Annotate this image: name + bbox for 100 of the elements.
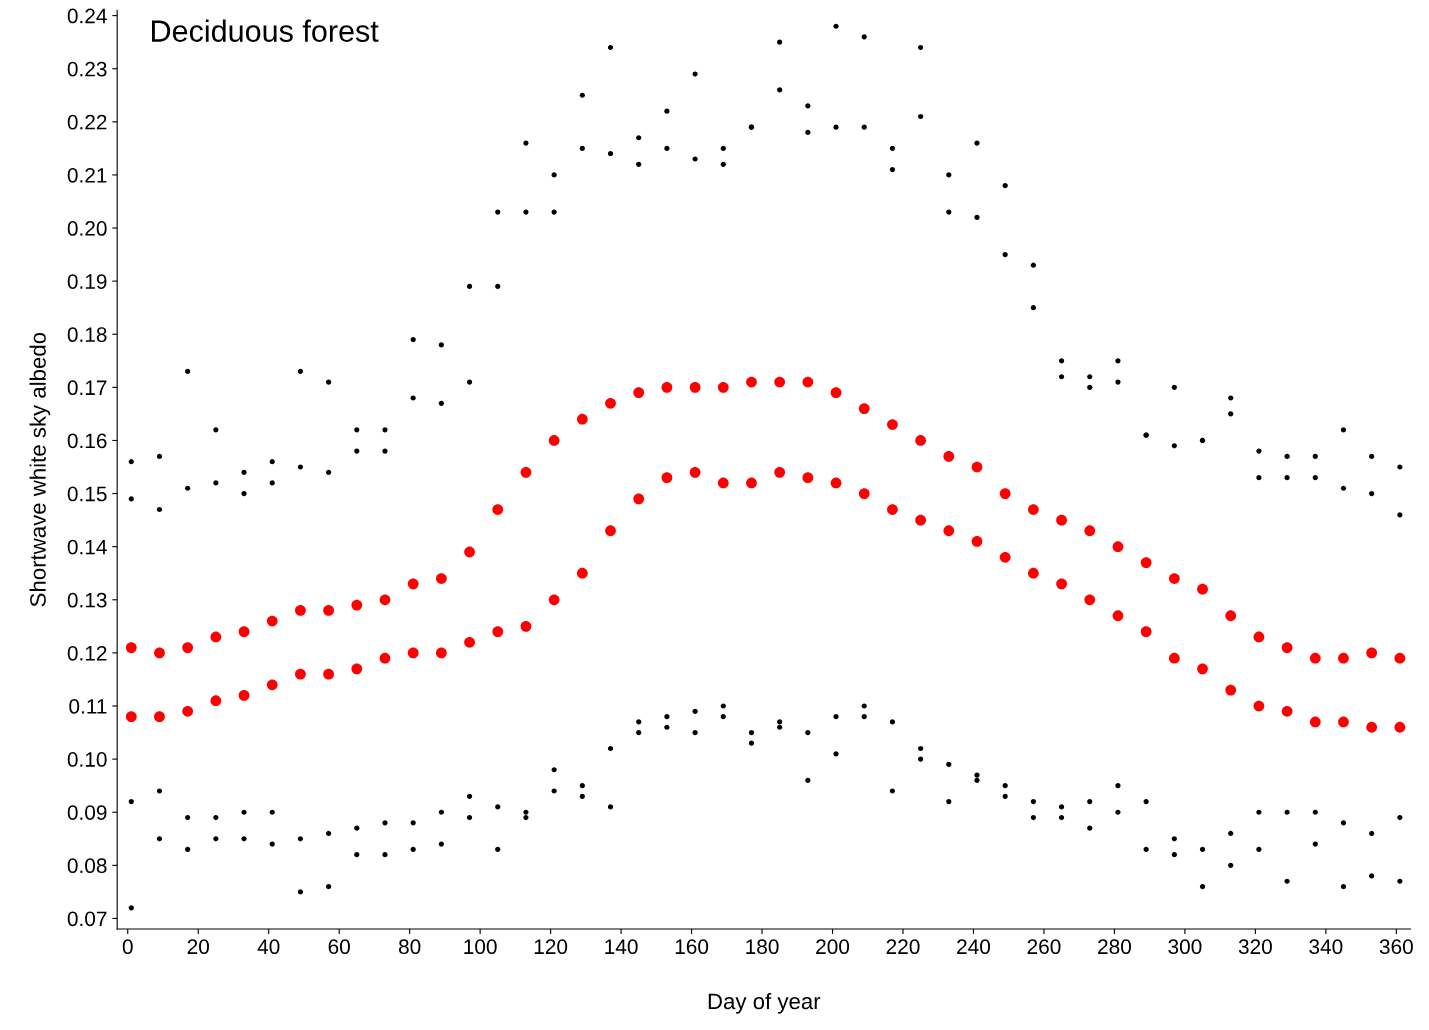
point bbox=[943, 451, 955, 462]
point bbox=[464, 546, 475, 558]
point bbox=[238, 690, 250, 701]
point bbox=[971, 461, 983, 473]
point bbox=[943, 525, 955, 537]
y-tick-label: 0.11 bbox=[69, 699, 107, 714]
point bbox=[1112, 610, 1124, 622]
point bbox=[548, 435, 560, 446]
y-axis-title: Shortwave white sky albedo bbox=[29, 332, 51, 607]
point bbox=[266, 615, 278, 627]
point bbox=[802, 472, 814, 484]
point bbox=[1253, 631, 1265, 643]
point bbox=[435, 573, 447, 584]
x-tick-label: 60 bbox=[328, 939, 350, 955]
point bbox=[1197, 583, 1208, 595]
point bbox=[689, 466, 701, 478]
y-tick-label: 0.16 bbox=[67, 433, 107, 449]
point bbox=[1281, 705, 1293, 717]
x-tick-label: 160 bbox=[675, 939, 709, 955]
point bbox=[1084, 525, 1096, 537]
point bbox=[971, 536, 983, 547]
point bbox=[858, 403, 870, 414]
y-tick-label: 0.14 bbox=[67, 539, 107, 555]
point bbox=[999, 488, 1011, 499]
x-tick-label: 100 bbox=[464, 939, 497, 955]
point bbox=[717, 477, 729, 489]
point bbox=[576, 567, 588, 579]
y-tick-label: 0.24 bbox=[67, 8, 107, 24]
y-tick-label: 0.17 bbox=[67, 380, 107, 396]
point bbox=[1253, 700, 1265, 712]
point bbox=[1140, 557, 1152, 568]
point bbox=[661, 472, 673, 484]
point bbox=[295, 605, 306, 616]
point bbox=[1168, 652, 1180, 664]
point bbox=[605, 397, 616, 409]
point bbox=[520, 620, 532, 632]
point bbox=[633, 493, 645, 505]
point bbox=[746, 477, 757, 489]
point bbox=[492, 504, 504, 515]
x-tick-label: 20 bbox=[187, 939, 209, 955]
point bbox=[435, 647, 447, 659]
point bbox=[323, 668, 334, 680]
y-tick-label: 0.09 bbox=[67, 805, 107, 820]
point bbox=[1056, 578, 1067, 590]
x-tick-label: 260 bbox=[1027, 939, 1061, 955]
point bbox=[520, 466, 532, 478]
point bbox=[492, 626, 504, 638]
y-tick-label: 0.23 bbox=[67, 61, 107, 77]
point bbox=[125, 711, 137, 723]
x-tick-label: 40 bbox=[257, 939, 280, 955]
y-tick-label: 0.18 bbox=[67, 327, 107, 343]
point bbox=[802, 376, 814, 388]
point bbox=[1027, 504, 1039, 515]
point bbox=[576, 413, 588, 425]
point bbox=[746, 376, 757, 388]
point bbox=[351, 663, 363, 675]
x-tick-label: 340 bbox=[1309, 939, 1343, 955]
y-tick-label: 0.07 bbox=[67, 911, 107, 927]
point bbox=[1394, 652, 1406, 664]
point bbox=[1084, 594, 1096, 606]
x-tick-label: 120 bbox=[534, 939, 568, 955]
point bbox=[887, 419, 898, 430]
x-tick-label: 0 bbox=[122, 939, 133, 955]
point bbox=[1112, 541, 1124, 553]
x-tick-label: 140 bbox=[605, 939, 638, 955]
x-tick-label: 240 bbox=[957, 939, 991, 955]
point bbox=[295, 668, 306, 680]
x-tick-label: 200 bbox=[816, 939, 850, 955]
x-axis-title: Day of year bbox=[708, 992, 821, 1014]
point bbox=[1394, 721, 1406, 733]
point bbox=[1225, 610, 1237, 622]
point bbox=[1366, 647, 1378, 659]
x-tick-label: 300 bbox=[1168, 939, 1202, 955]
point bbox=[661, 381, 673, 393]
point bbox=[1338, 652, 1349, 664]
point bbox=[548, 594, 560, 606]
y-tick-label: 0.08 bbox=[67, 858, 107, 874]
point bbox=[915, 435, 926, 446]
point bbox=[351, 599, 363, 611]
y-tick-label: 0.15 bbox=[67, 486, 107, 502]
point bbox=[266, 679, 278, 691]
point bbox=[407, 647, 419, 659]
y-tick-label: 0.21 bbox=[67, 167, 107, 183]
point bbox=[689, 381, 701, 393]
point bbox=[154, 711, 165, 723]
point bbox=[182, 642, 194, 653]
point bbox=[830, 387, 842, 399]
point bbox=[125, 642, 137, 653]
point bbox=[887, 504, 898, 515]
annotation: Deciduous forest bbox=[152, 19, 379, 42]
point bbox=[717, 381, 729, 393]
point bbox=[1366, 721, 1378, 733]
point bbox=[1281, 642, 1293, 653]
x-tick-label: 220 bbox=[886, 939, 920, 955]
point bbox=[210, 695, 222, 707]
point bbox=[182, 705, 194, 717]
y-tick-label: 0.19 bbox=[67, 274, 107, 289]
point bbox=[605, 525, 616, 537]
point bbox=[1027, 567, 1039, 579]
y-tick-label: 0.12 bbox=[67, 645, 107, 661]
